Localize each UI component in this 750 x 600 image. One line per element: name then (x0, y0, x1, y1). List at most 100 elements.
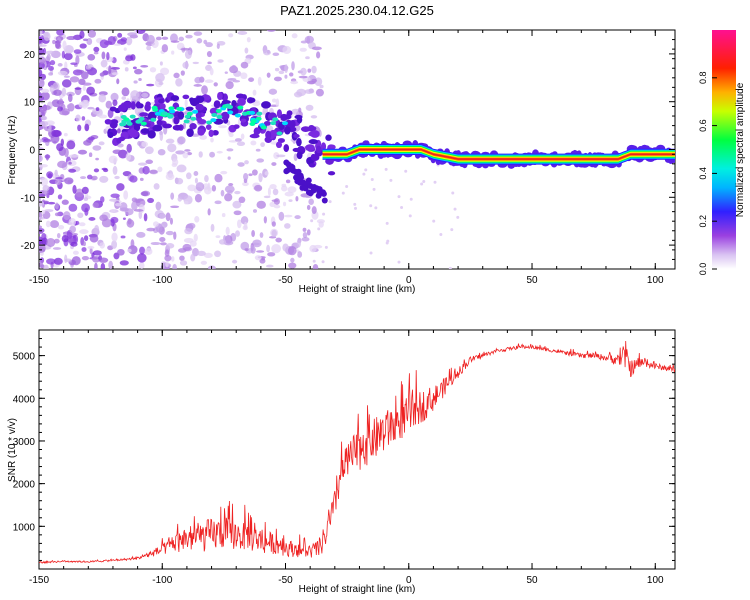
spectrum-cell (68, 168, 77, 173)
spectrum-cell (78, 101, 85, 108)
spectrum-cell (248, 77, 255, 82)
spectrum-cell (82, 38, 88, 42)
spectrum-cell (92, 202, 100, 208)
spectrum-cell (125, 55, 134, 62)
spectrum-peak (192, 109, 199, 114)
spectrum-cell (316, 51, 321, 59)
spectrum-cell (195, 112, 202, 119)
spectrum-cell (115, 202, 122, 207)
spectrum-cell (293, 133, 300, 138)
spectrum-cell (171, 256, 175, 262)
spectrum-cell (315, 145, 322, 154)
spectrum-cell (220, 189, 225, 197)
spectrum-cell (116, 183, 125, 191)
spectrum-peak (190, 116, 197, 121)
spectrum-cell (88, 217, 96, 221)
spectrum-cell (178, 36, 185, 42)
spectrum-cell (256, 158, 265, 163)
spectrum-cell (397, 195, 401, 199)
spectrum-cell (216, 43, 220, 49)
spectrum-cell (193, 84, 202, 87)
spectrum-cell (159, 132, 164, 141)
spectrum-cell (93, 46, 100, 53)
spectrum-cell (263, 216, 267, 224)
spectrum-cell (384, 167, 388, 171)
spectrum-cell (130, 90, 140, 100)
spectrum-cell (296, 151, 303, 160)
spectrum-cell (275, 237, 282, 243)
spectrum-cell (110, 209, 116, 213)
spectrum-cell (81, 116, 86, 121)
spectrum-cell (273, 198, 280, 205)
spectrum-cell (85, 64, 92, 70)
spectrum-cell (285, 179, 291, 184)
spectrum-cell (214, 173, 223, 183)
spectrum-cell (268, 88, 278, 95)
spectrum-cell (143, 213, 148, 222)
y-tick-label: -20 (21, 241, 36, 252)
spectrum-cell (306, 204, 311, 211)
spectrum-cell (274, 67, 280, 72)
spectrum-cell (110, 216, 119, 224)
spectrum-cell (279, 65, 285, 69)
spectrum-peak (256, 111, 263, 116)
spectrum-peak (184, 114, 191, 119)
spectrum-cell (42, 185, 50, 192)
spectrum-cell (180, 70, 185, 76)
spectrum-cell (144, 247, 153, 256)
spectrum-cell (131, 201, 138, 211)
spectrum-cell (179, 260, 188, 266)
spectrum-cell (439, 232, 443, 236)
spectrum-cell (278, 211, 285, 221)
spectrum-cell (39, 152, 41, 162)
x-tick-label: 100 (647, 275, 664, 286)
spectrum-cell (170, 40, 180, 43)
spectrum-cell (238, 196, 246, 204)
spectrum-cell (110, 92, 119, 102)
spectrum-cell (204, 79, 214, 84)
spectrum-cell (271, 98, 277, 103)
spectrum-cell (251, 230, 255, 238)
x-tick-label: -50 (278, 275, 293, 286)
spectrum-cell (200, 260, 208, 265)
spectrum-peak (123, 117, 130, 122)
spectrum-cell (139, 112, 149, 117)
chart-title: PAZ1.2025.230.04.12.G25 (280, 3, 434, 18)
x-tick-label: -50 (278, 575, 293, 586)
spectrum-cell (389, 178, 393, 182)
spectrum-peak (176, 106, 183, 111)
spectrum-cell (88, 152, 93, 158)
spectrum-cell (48, 65, 54, 71)
y-tick-label: 1000 (13, 522, 36, 533)
spectrum-cell (354, 206, 358, 210)
y-tick-label: 5000 (13, 352, 36, 363)
spectrum-cell (281, 185, 288, 192)
spectrum-cell (209, 67, 214, 76)
spectrum-cell (122, 217, 126, 220)
spectrum-cell (39, 225, 43, 229)
spectrum-cell (70, 62, 78, 66)
spectrum-cell (116, 78, 120, 85)
spectrum-peak (138, 116, 145, 121)
spectrum-cell (39, 62, 45, 70)
spectrum-cell (39, 111, 42, 117)
spectrum-cell (75, 114, 81, 122)
spectrum-cell (295, 168, 302, 175)
spectrum-cell (267, 252, 276, 257)
spectrum-cell (153, 183, 160, 190)
spectrum-cell (284, 223, 291, 229)
spectrum-peak (135, 119, 142, 124)
spectrum-cell (51, 129, 61, 138)
spectrum-cell (202, 183, 210, 190)
spectrum-cell (55, 176, 63, 180)
spectrum-cell (39, 138, 43, 143)
spectrum-cell (145, 159, 154, 164)
snr-ticks: -150 -100 -50 0 50 100 1000 2000 3000 4000 5000 (13, 329, 675, 586)
spectrum-cell (232, 200, 242, 209)
spectrum-cell (147, 197, 155, 203)
spectrum-cell (116, 137, 122, 144)
spectrum-cell (39, 163, 48, 168)
spectrum-cell (165, 173, 175, 181)
spectrum-cell (256, 200, 266, 209)
